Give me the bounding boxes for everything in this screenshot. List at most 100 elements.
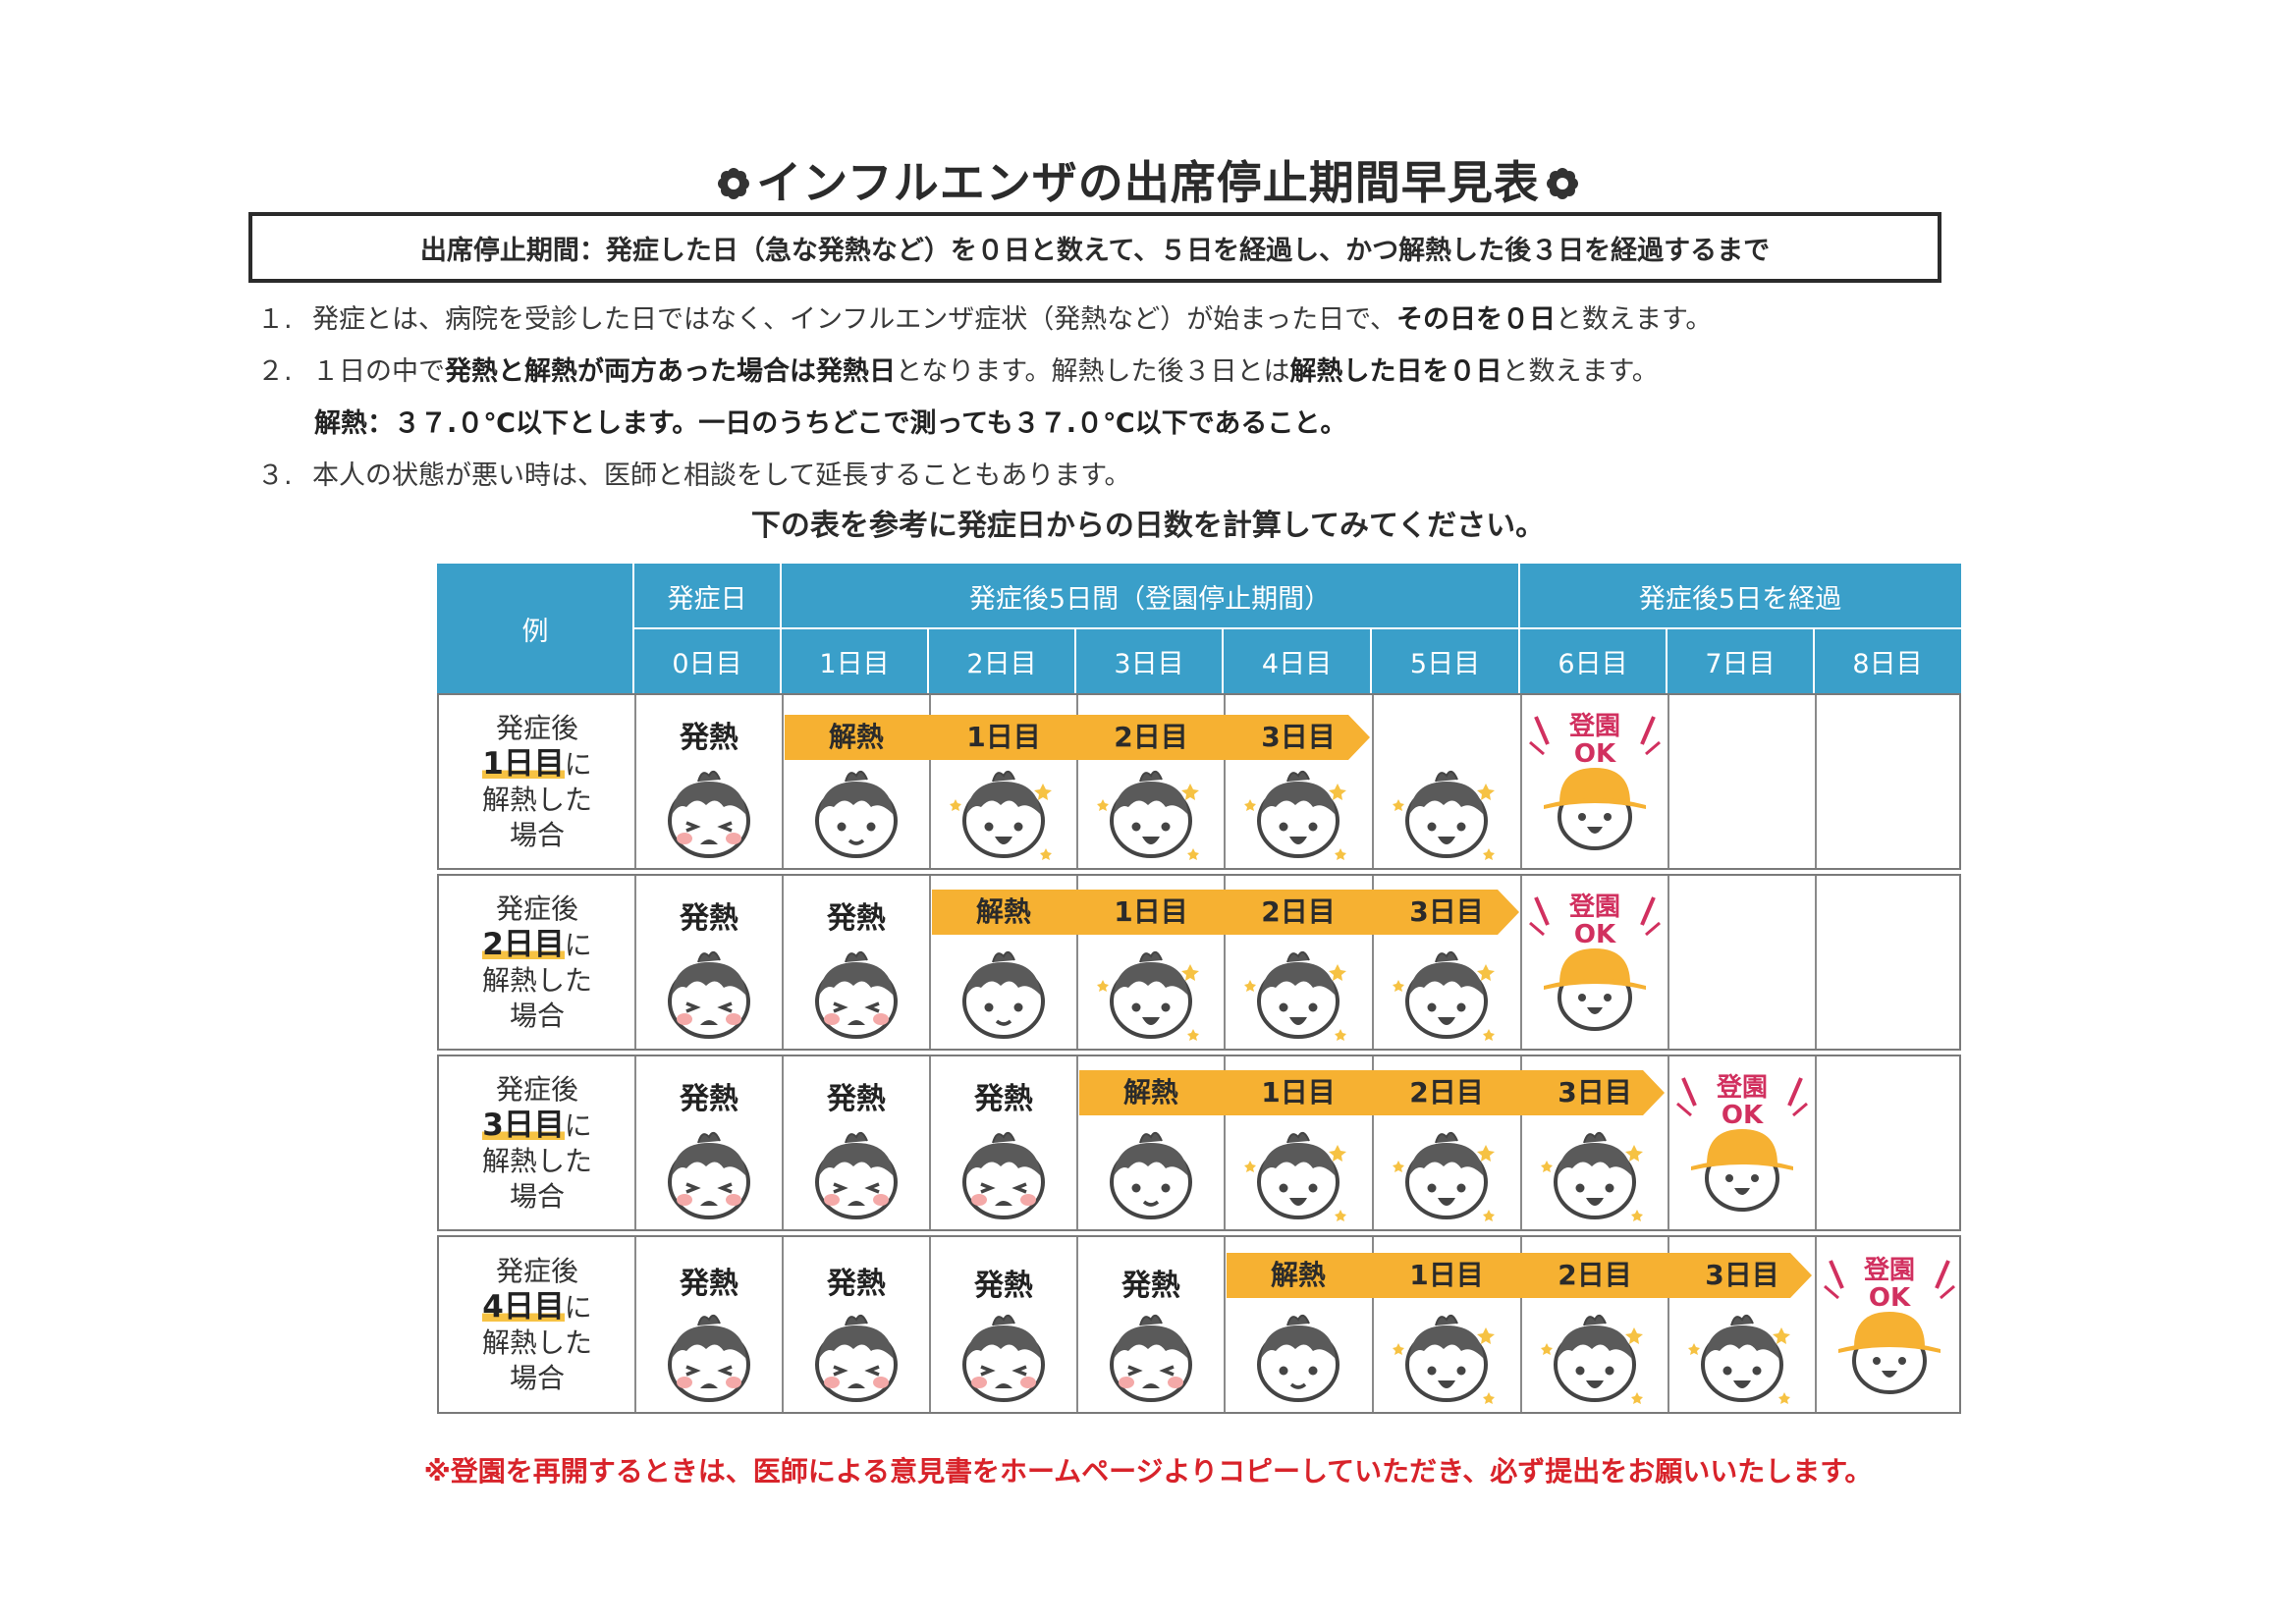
row-label-line: 場合 [509, 1361, 565, 1394]
header-divider [1370, 628, 1372, 693]
row-label-line: 解熱した [481, 783, 592, 816]
ok-text-2: OK [1574, 920, 1616, 949]
table-caption: 下の表を参考に発症日からの日数を計算してみてください。 [750, 509, 1546, 543]
header-divider [1813, 628, 1815, 693]
fever-label: 発熱 [680, 721, 738, 755]
rule-text: 出席停止期間：発症した日（急な発熱など）を０日と数えて、５日を経過し、かつ解熱し… [419, 235, 1771, 266]
flower-icon [718, 168, 750, 199]
plain-face-icon [802, 764, 910, 862]
sick-face-icon [802, 1125, 910, 1223]
header-divider [927, 628, 929, 693]
day-count-label: 3日目 [1705, 1259, 1779, 1291]
fever-label: 発熱 [974, 1269, 1033, 1303]
ok-text-1: 登園 [1568, 711, 1620, 741]
note-2-sub: 解熱：３７.０℃以下とします。一日のうちどこで測っても３７.０℃以下であること。 [314, 408, 1347, 439]
sick-face-icon [655, 945, 763, 1043]
plain-face-icon [950, 945, 1058, 1043]
happy-face-icon [1688, 1308, 1796, 1406]
row-label-line: 場合 [509, 818, 565, 851]
row-label-day: 4日目 [482, 1288, 565, 1325]
schedule-table: 例 発症日 発症後5日間（登園停止期間） 発症後5日を経過 0日目 1日目 2日… [437, 564, 1961, 1416]
sick-face-icon [655, 1125, 763, 1223]
header-after: 発症後5日を経過 [1519, 564, 1961, 628]
header-divider [633, 627, 1961, 629]
note-number: ２. [257, 356, 293, 387]
footnote: ※登園を再開するときは、医師による意見書をホームページよりコピーしていただき、必… [423, 1455, 1873, 1488]
header-onset: 発症日 [633, 564, 781, 628]
happy-face-icon [1393, 764, 1501, 862]
header-day: 6日目 [1519, 628, 1667, 693]
row-label: 発症後 1日目に 解熱した 場合 [439, 695, 635, 868]
header-divider [632, 564, 634, 693]
row-label-line: に [564, 928, 592, 961]
page-title: インフルエンザの出席停止期間早見表 [0, 147, 2296, 212]
header-day: 8日目 [1814, 628, 1961, 693]
row-label: 発症後 2日目に 解熱した 場合 [439, 876, 635, 1049]
ok-text-1: 登園 [1716, 1072, 1768, 1103]
row-label-line: に [564, 747, 592, 781]
note-text: 発症とは、病院を受診した日ではなく、インフルエンザ症状（発熱など）が始まった日で… [312, 304, 1397, 335]
fever-label: 発熱 [680, 901, 738, 936]
note-3: ３. 本人の状態が悪い時は、医師と相談をして延長することもあります。 [257, 454, 1131, 492]
recovery-arrow [1079, 1070, 1665, 1115]
header-example: 例 [437, 564, 633, 693]
note-text: 本人の状態が悪い時は、医師と相談をして延長することもあります。 [312, 460, 1131, 491]
day-count-label: 1日目 [966, 721, 1041, 753]
note-emphasis: 解熱した日を０日 [1289, 356, 1503, 387]
header-divider [1666, 628, 1667, 693]
recovered-label: 解熱 [975, 895, 1031, 928]
note-number: １. [257, 304, 293, 335]
ok-text-1: 登園 [1863, 1255, 1915, 1285]
note-text: と数えます。 [1556, 304, 1713, 335]
row-label-line: 発症後 [495, 1254, 578, 1287]
header-day: 4日目 [1223, 628, 1371, 693]
ok-text-2: OK [1869, 1283, 1911, 1313]
happy-face-icon [1097, 764, 1205, 862]
fever-label: 発熱 [680, 1082, 738, 1116]
day-count-label: 1日目 [1114, 895, 1188, 928]
header-period: 発症後5日間（登園停止期間） [781, 564, 1519, 628]
row-label-line: 解熱した [481, 963, 592, 997]
plain-face-icon [1097, 1125, 1205, 1223]
header-day: 1日目 [781, 628, 928, 693]
plain-face-icon [1244, 1308, 1352, 1406]
row-label-line: 発症後 [495, 892, 578, 925]
happy-face-icon [1244, 1125, 1352, 1223]
table-row: 発症後 3日目に 解熱した 場合 発熱 発熱 発熱 解熱 1日目 2日目 3日目… [437, 1055, 1961, 1231]
happy-face-icon [1393, 1125, 1501, 1223]
row-label-line: に [564, 1290, 592, 1324]
happy-face-icon [1541, 1125, 1649, 1223]
sick-face-icon [950, 1308, 1058, 1406]
happy-face-icon [950, 764, 1058, 862]
recovery-arrow [932, 890, 1519, 935]
note-emphasis: その日を０日 [1396, 304, 1557, 335]
note-emphasis: 発熱と解熱が両方あった場合は発熱日 [445, 356, 896, 387]
flower-icon [1546, 168, 1578, 199]
happy-face-icon [1393, 945, 1501, 1043]
row-label-line: 解熱した [481, 1144, 592, 1177]
note-1: １. 発症とは、病院を受診した日ではなく、インフルエンザ症状（発熱など）が始まった… [257, 298, 1712, 336]
row-label-day: 2日目 [482, 926, 565, 962]
day-count-label: 2日目 [1114, 721, 1188, 753]
happy-face-icon [1244, 945, 1352, 1043]
recovered-label: 解熱 [1122, 1076, 1178, 1109]
fever-label: 発熱 [1121, 1269, 1180, 1303]
note-2: ２. １日の中で発熱と解熱が両方あった場合は発熱日となります。解熱した後３日とは解… [257, 350, 1659, 388]
fever-label: 発熱 [827, 1082, 886, 1116]
table-row: 発症後 4日目に 解熱した 場合 発熱 発熱 発熱 発熱 解熱 1日目 2日目 … [437, 1235, 1961, 1414]
row-label-line: 発症後 [495, 711, 578, 744]
note-text: １日の中で [312, 356, 445, 387]
fever-label: 発熱 [974, 1082, 1033, 1116]
row-label-line: 場合 [509, 1179, 565, 1213]
day-count-label: 1日目 [1409, 1259, 1484, 1291]
note-text: となります。解熱した後３日とは [896, 356, 1290, 387]
row-label-line: 解熱した [481, 1325, 592, 1359]
row-label-line: 発症後 [495, 1072, 578, 1106]
day-count-label: 3日目 [1261, 721, 1336, 753]
note-number: ３. [257, 460, 293, 491]
header-day: 2日目 [928, 628, 1075, 693]
fever-label: 発熱 [827, 901, 886, 936]
day-count-label: 1日目 [1261, 1076, 1336, 1109]
